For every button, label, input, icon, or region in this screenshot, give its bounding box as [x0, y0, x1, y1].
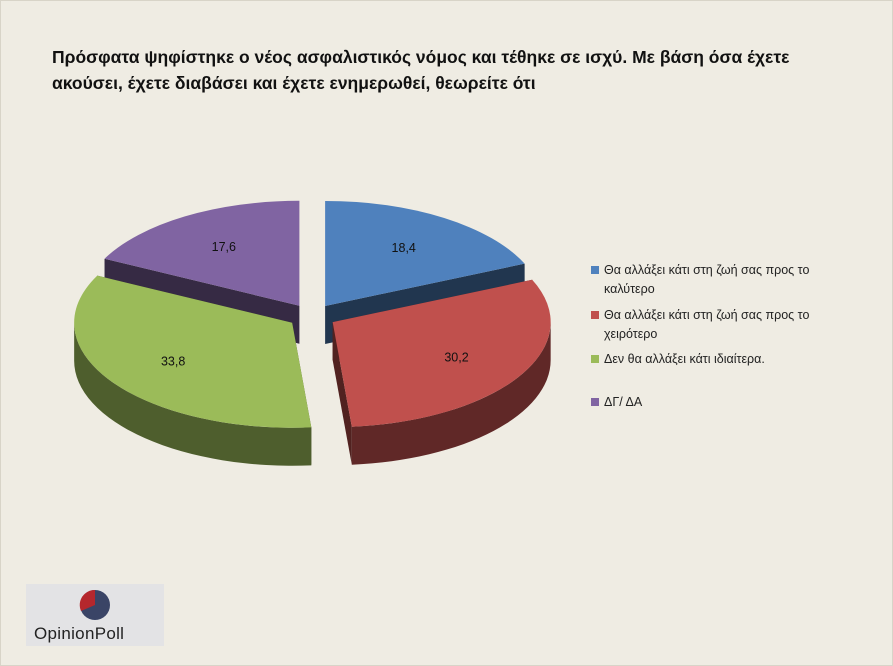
legend-label-dk-na: ΔΓ/ ΔΑ: [604, 395, 643, 409]
pie-top-no-change: [74, 275, 312, 428]
data-label-dk-na: 17,6: [212, 240, 236, 254]
logo-text: OpinionPoll: [34, 624, 125, 643]
legend-swatch-no-change: [591, 355, 599, 363]
pie-edge-worse: [351, 322, 551, 465]
legend-label-better: Θα αλλάξει κάτι στη ζωή σας προς το καλύ…: [604, 263, 810, 296]
legend-label-worse: Θα αλλάξει κάτι στη ζωή σας προς το χειρ…: [604, 308, 810, 341]
legend-item-better: Θα αλλάξει κάτι στη ζωή σας προς το καλύ…: [591, 261, 861, 299]
legend-swatch-dk-na: [591, 398, 599, 406]
legend-label-no-change: Δεν θα αλλάξει κάτι ιδιαίτερα.: [604, 352, 765, 366]
data-label-worse: 30,2: [444, 350, 468, 364]
opinionpoll-logo: OpinionPoll: [26, 584, 164, 646]
legend-swatch-worse: [591, 311, 599, 319]
data-label-better: 18,4: [392, 241, 416, 255]
pie-top-dk-na: [104, 200, 300, 306]
chart-title: Πρόσφατα ψηφίστηκε ο νέος ασφαλιστικός ν…: [52, 47, 790, 93]
data-label-no-change: 33,8: [161, 355, 185, 369]
pie-top-better: [325, 200, 525, 306]
pie-top-worse: [332, 279, 551, 427]
legend-item-no-change: Δεν θα αλλάξει κάτι ιδιαίτερα.: [591, 350, 765, 369]
pie-tops: 18,4 30,2 33,8 17,6: [74, 200, 551, 428]
legend-swatch-better: [591, 266, 599, 274]
legend-item-dk-na: ΔΓ/ ΔΑ: [591, 393, 642, 412]
pie-wall-worse-1: [332, 322, 352, 465]
legend-item-worse: Θα αλλάξει κάτι στη ζωή σας προς το χειρ…: [591, 306, 861, 344]
pie-edge-no-change: [74, 322, 312, 466]
logo-mark-icon: [79, 589, 110, 620]
